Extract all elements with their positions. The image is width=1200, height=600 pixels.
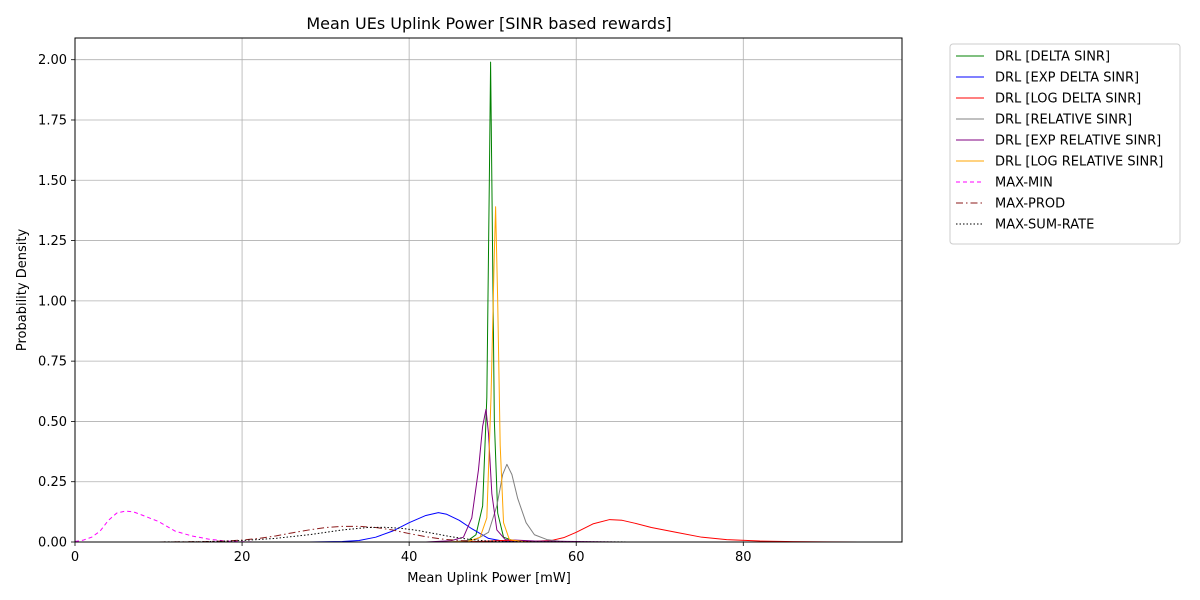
series-line-4: [425, 408, 618, 543]
y-tick-label: 1.50: [38, 174, 67, 189]
legend-label: DRL [EXP DELTA SINR]: [995, 71, 1139, 86]
legend-label: DRL [LOG RELATIVE SINR]: [995, 155, 1163, 170]
legend-label: MAX-MIN: [995, 176, 1053, 191]
series-line-1: [308, 512, 543, 543]
legend-label: DRL [RELATIVE SINR]: [995, 113, 1132, 128]
series-line-7: [158, 525, 510, 543]
legend-label: DRL [EXP RELATIVE SINR]: [995, 134, 1161, 149]
x-axis-label: Mean Uplink Power [mW]: [407, 571, 571, 586]
y-tick-label: 1.00: [38, 294, 67, 309]
chart-title: Mean UEs Uplink Power [SINR based reward…: [306, 14, 671, 33]
y-tick-label: 2.00: [38, 53, 67, 68]
y-axis-label: Probability Density: [15, 229, 30, 352]
x-tick-label: 20: [234, 550, 251, 565]
legend-label: MAX-PROD: [995, 197, 1065, 212]
axis-ticks: 0 20 40 60 80 0.00 0.25 0.50 0.75 1.00 1.25 1.50 1.7…: [38, 53, 752, 565]
legend-box: [949, 43, 1181, 245]
legend-label: MAX-SUM-RATE: [995, 218, 1094, 233]
y-tick-label: 1.25: [38, 234, 67, 249]
series-line-8: [150, 526, 660, 543]
x-tick-label: 0: [71, 550, 79, 565]
y-tick-label: 0.00: [38, 536, 67, 551]
x-tick-label: 40: [401, 550, 418, 565]
x-tick-label: 80: [735, 550, 752, 565]
series-line-0: [450, 61, 535, 543]
series-line-5: [442, 206, 527, 543]
plot-frame: [74, 37, 903, 543]
y-tick-label: 0.50: [38, 415, 67, 430]
legend-label: DRL [LOG DELTA SINR]: [995, 92, 1141, 107]
series-line-6: [74, 510, 259, 543]
y-tick-label: 1.75: [38, 113, 67, 128]
x-tick-label: 60: [568, 550, 585, 565]
legend-label: DRL [DELTA SINR]: [995, 50, 1110, 65]
y-tick-label: 0.75: [38, 355, 67, 370]
y-tick-label: 0.25: [38, 475, 67, 490]
series-layer: [74, 61, 861, 543]
series-line-2: [459, 519, 861, 543]
legend: DRL [DELTA SINR] DRL [EXP DELTA SINR] DRL …: [949, 43, 1181, 245]
series-line-3: [450, 463, 577, 543]
